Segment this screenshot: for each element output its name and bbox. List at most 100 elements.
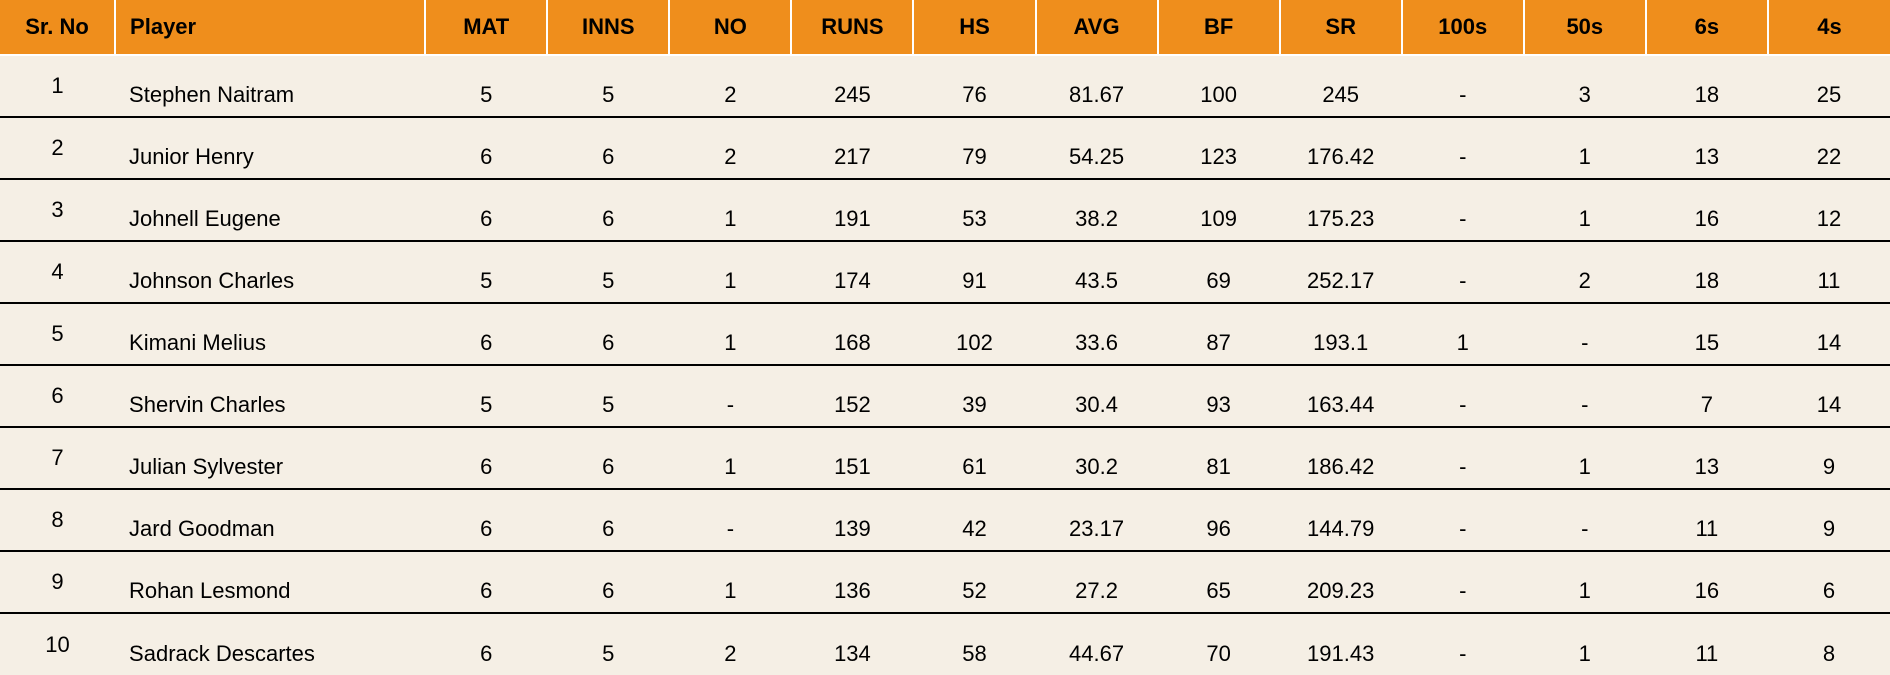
cell-c6: 11 [1646,489,1768,551]
table-row: 3Johnell Eugene6611915338.2109175.23-116… [0,179,1890,241]
cell-no: 1 [669,427,791,489]
cell-inns: 6 [547,427,669,489]
col-header-player: Player [115,0,425,55]
cell-no: 1 [669,303,791,365]
cell-avg: 27.2 [1036,551,1158,613]
cell-mat: 5 [425,241,547,303]
cell-player: Johnell Eugene [115,179,425,241]
cell-sr: 1 [0,55,115,117]
cell-c50: 1 [1524,551,1646,613]
cell-runs: 136 [791,551,913,613]
col-header-avg: AVG [1036,0,1158,55]
cell-player: Kimani Melius [115,303,425,365]
cell-mat: 6 [425,613,547,675]
cell-hs: 102 [913,303,1035,365]
cell-c6: 15 [1646,303,1768,365]
player-stats-table: Sr. No Player MAT INNS NO RUNS HS AVG BF… [0,0,1890,675]
col-header-mat: MAT [425,0,547,55]
cell-bf: 93 [1158,365,1280,427]
stats-table-container: Sr. No Player MAT INNS NO RUNS HS AVG BF… [0,0,1890,675]
cell-c100: - [1402,241,1524,303]
cell-c50: 3 [1524,55,1646,117]
cell-bf: 96 [1158,489,1280,551]
cell-sr: 5 [0,303,115,365]
cell-avg: 23.17 [1036,489,1158,551]
cell-inns: 6 [547,117,669,179]
cell-bf: 109 [1158,179,1280,241]
cell-runs: 174 [791,241,913,303]
cell-no: 2 [669,55,791,117]
cell-c4: 9 [1768,489,1890,551]
cell-inns: 5 [547,613,669,675]
cell-c4: 6 [1768,551,1890,613]
col-header-sr: SR [1280,0,1402,55]
col-header-inns: INNS [547,0,669,55]
cell-hs: 53 [913,179,1035,241]
cell-c6: 13 [1646,427,1768,489]
cell-c4: 8 [1768,613,1890,675]
cell-runs: 134 [791,613,913,675]
cell-c4: 11 [1768,241,1890,303]
cell-mat: 6 [425,303,547,365]
cell-sr_: 209.23 [1280,551,1402,613]
cell-c100: - [1402,55,1524,117]
cell-mat: 6 [425,117,547,179]
header-row: Sr. No Player MAT INNS NO RUNS HS AVG BF… [0,0,1890,55]
cell-bf: 100 [1158,55,1280,117]
cell-player: Stephen Naitram [115,55,425,117]
cell-hs: 58 [913,613,1035,675]
cell-hs: 42 [913,489,1035,551]
cell-hs: 61 [913,427,1035,489]
cell-runs: 139 [791,489,913,551]
col-header-srno: Sr. No [0,0,115,55]
cell-c4: 9 [1768,427,1890,489]
cell-c50: 1 [1524,117,1646,179]
col-header-runs: RUNS [791,0,913,55]
table-row: 2Junior Henry6622177954.25123176.42-1132… [0,117,1890,179]
cell-runs: 152 [791,365,913,427]
cell-avg: 54.25 [1036,117,1158,179]
cell-mat: 6 [425,551,547,613]
cell-no: 1 [669,241,791,303]
cell-c6: 18 [1646,241,1768,303]
cell-c50: 1 [1524,613,1646,675]
cell-inns: 6 [547,551,669,613]
cell-runs: 245 [791,55,913,117]
cell-bf: 123 [1158,117,1280,179]
cell-c50: - [1524,303,1646,365]
cell-player: Jard Goodman [115,489,425,551]
cell-bf: 69 [1158,241,1280,303]
cell-sr_: 176.42 [1280,117,1402,179]
cell-avg: 38.2 [1036,179,1158,241]
cell-mat: 6 [425,427,547,489]
cell-no: - [669,365,791,427]
cell-c50: - [1524,489,1646,551]
table-row: 5Kimani Melius66116810233.687193.11-1514 [0,303,1890,365]
cell-sr_: 163.44 [1280,365,1402,427]
cell-no: 2 [669,117,791,179]
table-body: 1Stephen Naitram5522457681.67100245-3182… [0,55,1890,675]
cell-sr_: 252.17 [1280,241,1402,303]
cell-runs: 191 [791,179,913,241]
col-header-100s: 100s [1402,0,1524,55]
cell-player: Shervin Charles [115,365,425,427]
cell-c100: - [1402,179,1524,241]
cell-c50: - [1524,365,1646,427]
cell-sr: 10 [0,613,115,675]
cell-c100: - [1402,117,1524,179]
cell-sr_: 144.79 [1280,489,1402,551]
cell-avg: 33.6 [1036,303,1158,365]
cell-c4: 12 [1768,179,1890,241]
col-header-no: NO [669,0,791,55]
table-head: Sr. No Player MAT INNS NO RUNS HS AVG BF… [0,0,1890,55]
col-header-hs: HS [913,0,1035,55]
cell-hs: 52 [913,551,1035,613]
cell-sr_: 175.23 [1280,179,1402,241]
cell-sr_: 193.1 [1280,303,1402,365]
cell-player: Sadrack Descartes [115,613,425,675]
table-row: 8Jard Goodman66-1394223.1796144.79--119 [0,489,1890,551]
cell-c4: 22 [1768,117,1890,179]
cell-c6: 13 [1646,117,1768,179]
cell-runs: 168 [791,303,913,365]
cell-c6: 18 [1646,55,1768,117]
